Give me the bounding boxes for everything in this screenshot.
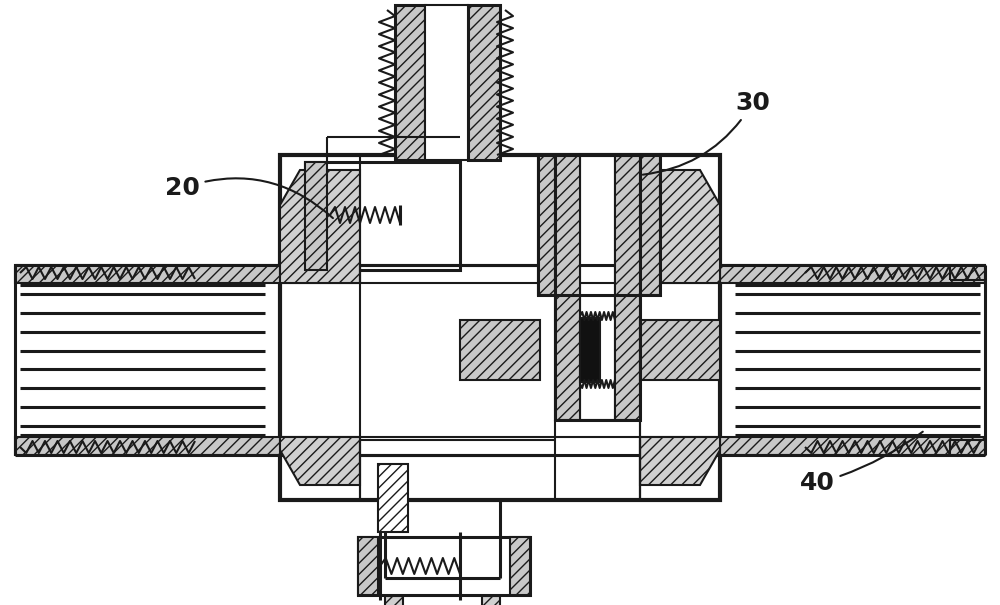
Polygon shape — [640, 170, 720, 283]
Bar — [15, 265, 280, 283]
Bar — [538, 155, 568, 295]
Polygon shape — [280, 170, 360, 283]
Polygon shape — [280, 437, 360, 485]
Bar — [385, 596, 403, 605]
Bar — [15, 437, 280, 455]
Text: 30: 30 — [643, 91, 770, 175]
Text: 20: 20 — [165, 176, 333, 218]
Text: 40: 40 — [800, 432, 923, 495]
Bar — [580, 318, 600, 382]
Bar — [615, 155, 640, 420]
Bar — [395, 5, 425, 160]
Bar — [378, 464, 408, 532]
Bar — [468, 5, 500, 160]
Bar — [358, 537, 530, 595]
Bar — [720, 265, 985, 283]
Bar — [460, 320, 540, 380]
Bar — [378, 464, 408, 532]
Bar — [425, 5, 468, 160]
Bar — [640, 320, 720, 380]
Bar — [358, 537, 378, 595]
Polygon shape — [640, 437, 720, 485]
Bar — [280, 155, 720, 500]
Bar — [538, 155, 660, 295]
Bar — [482, 596, 500, 605]
Bar — [555, 155, 640, 420]
Bar — [720, 437, 985, 455]
Bar — [305, 162, 460, 270]
Bar — [568, 155, 630, 295]
Bar — [305, 162, 327, 270]
Bar — [510, 537, 530, 595]
Bar — [555, 155, 580, 420]
Bar — [630, 155, 660, 295]
Bar — [580, 155, 615, 420]
